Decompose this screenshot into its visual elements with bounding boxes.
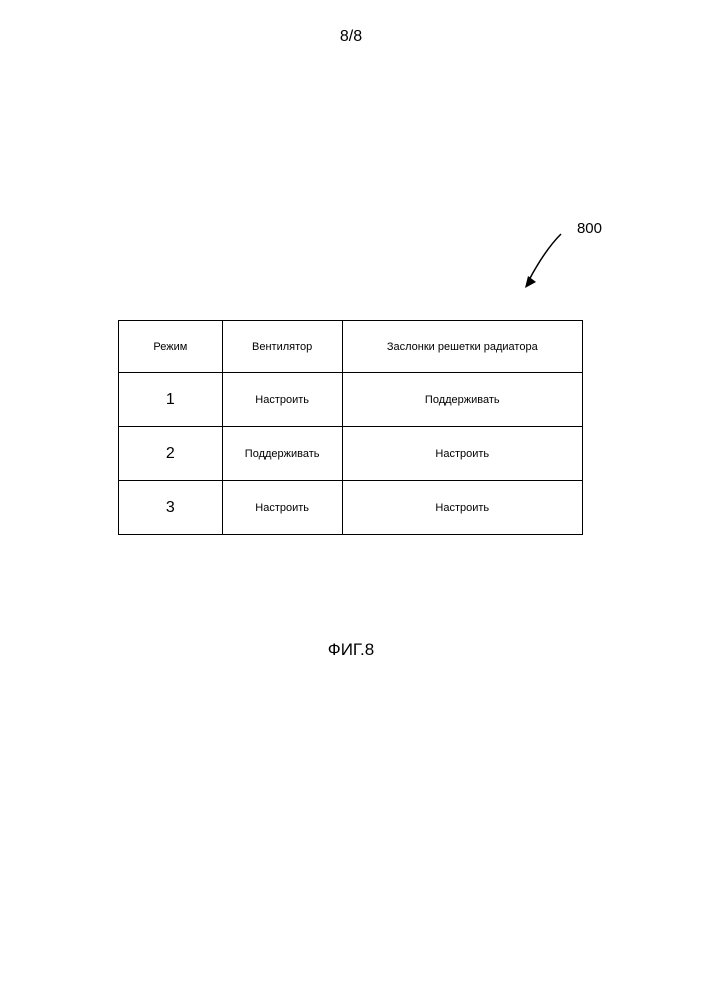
cell-fan: Настроить — [222, 481, 342, 535]
table-header-row: Режим Вентилятор Заслонки решетки радиат… — [119, 321, 583, 373]
callout-label: 800 — [577, 220, 602, 237]
cell-fan: Поддерживать — [222, 427, 342, 481]
cell-mode: 3 — [119, 481, 223, 535]
cell-shutters: Поддерживать — [342, 373, 582, 427]
figure-caption: ФИГ.8 — [328, 640, 374, 660]
cell-shutters: Настроить — [342, 427, 582, 481]
cell-fan: Настроить — [222, 373, 342, 427]
col-header-fan: Вентилятор — [222, 321, 342, 373]
cell-mode: 1 — [119, 373, 223, 427]
col-header-shutters: Заслонки решетки радиатора — [342, 321, 582, 373]
col-header-mode: Режим — [119, 321, 223, 373]
modes-table: Режим Вентилятор Заслонки решетки радиат… — [118, 320, 583, 535]
table-row: 1 Настроить Поддерживать — [119, 373, 583, 427]
page-number: 8/8 — [340, 28, 362, 46]
cell-shutters: Настроить — [342, 481, 582, 535]
cell-mode: 2 — [119, 427, 223, 481]
table-row: 3 Настроить Настроить — [119, 481, 583, 535]
table-row: 2 Поддерживать Настроить — [119, 427, 583, 481]
callout-arrow-icon — [521, 232, 569, 290]
